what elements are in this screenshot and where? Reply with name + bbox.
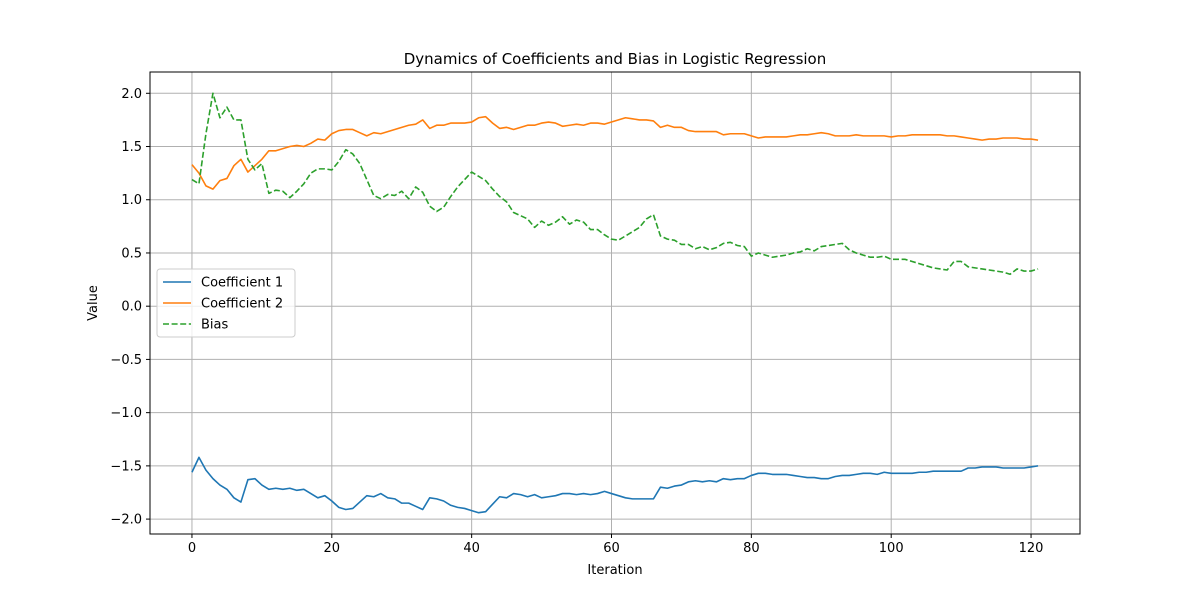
x-tick-label: 80 bbox=[743, 541, 760, 556]
plot-area-frame bbox=[149, 71, 1081, 535]
y-tick-label: 0.0 bbox=[121, 300, 142, 315]
y-axis-label: Value bbox=[86, 285, 101, 321]
legend-entries: Coefficient 1 Coefficient 2 Bias bbox=[163, 276, 283, 333]
series-line-coefficient-1 bbox=[191, 456, 1039, 514]
series-lines bbox=[191, 92, 1039, 514]
x-tick-label: 20 bbox=[324, 541, 341, 556]
series-line-coefficient-2 bbox=[191, 115, 1039, 190]
x-tick-label: 40 bbox=[463, 541, 480, 556]
y-axis-ticks: −2.0 −1.5 −1.0 −0.5 0.0 0.5 1.0 1.5 2.0 bbox=[110, 87, 150, 528]
y-tick-label: 1.5 bbox=[121, 140, 142, 155]
y-tick-label: 0.5 bbox=[121, 246, 142, 261]
legend-label: Bias bbox=[201, 318, 228, 333]
y-tick-label: 2.0 bbox=[121, 87, 142, 102]
x-tick-label: 120 bbox=[1019, 541, 1044, 556]
legend-label: Coefficient 1 bbox=[201, 276, 283, 291]
x-tick-label: 100 bbox=[879, 541, 904, 556]
x-axis-label: Iteration bbox=[587, 563, 642, 578]
y-tick-label: −1.0 bbox=[110, 406, 142, 421]
y-tick-label: −0.5 bbox=[110, 353, 142, 368]
x-axis-ticks: 0 20 40 60 80 100 120 bbox=[188, 534, 1044, 556]
y-tick-label: −2.0 bbox=[110, 513, 142, 528]
legend-label: Coefficient 2 bbox=[201, 297, 283, 312]
y-tick-label: 1.0 bbox=[121, 193, 142, 208]
legend: Coefficient 1 Coefficient 2 Bias bbox=[156, 268, 296, 338]
x-tick-label: 0 bbox=[188, 541, 196, 556]
x-tick-label: 60 bbox=[603, 541, 620, 556]
y-tick-label: −1.5 bbox=[110, 459, 142, 474]
grid-lines bbox=[150, 72, 1080, 534]
legend-box bbox=[156, 268, 296, 338]
series-line-bias bbox=[191, 92, 1039, 276]
chart-title: Dynamics of Coefficients and Bias in Log… bbox=[404, 50, 827, 68]
